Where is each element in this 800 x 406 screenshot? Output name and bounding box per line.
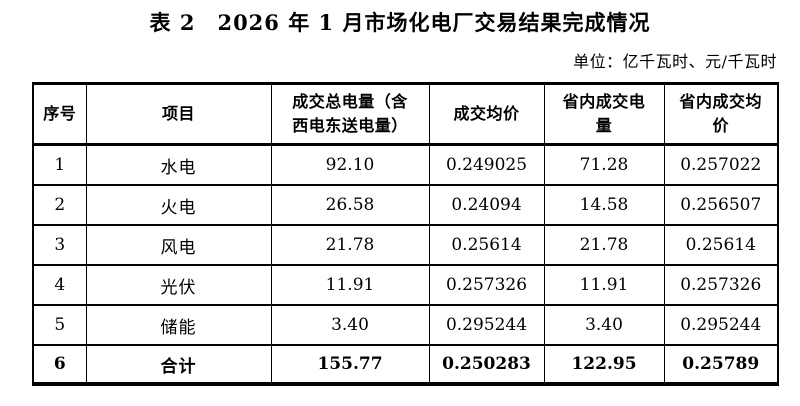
table-row: 5 储能 3.40 0.295244 3.40 0.295244 [32, 304, 779, 346]
cell-seq: 4 [32, 264, 87, 306]
cell-item: 光伏 [85, 264, 272, 306]
header-seq: 序号 [32, 82, 87, 146]
cell-item: 水电 [85, 143, 272, 186]
cell-seq: 6 [32, 344, 87, 385]
header-province-volume: 省内成交电 量 [543, 82, 665, 146]
table-row: 1 水电 92.10 0.249025 71.28 0.257022 [32, 143, 779, 186]
header-province-avg-price: 省内成交均 价 [663, 82, 779, 146]
table-row: 3 风电 21.78 0.25614 21.78 0.25614 [32, 224, 779, 266]
cell-avg-price: 0.250283 [428, 344, 545, 385]
cell-avg-price: 0.257326 [428, 264, 545, 306]
cell-avg-price: 0.25614 [428, 224, 545, 266]
cell-total-volume: 26.58 [270, 184, 430, 226]
header-avg-price: 成交均价 [428, 82, 545, 146]
cell-province-avg-price: 0.257022 [663, 143, 779, 186]
cell-avg-price: 0.249025 [428, 143, 545, 186]
cell-seq: 1 [32, 143, 87, 186]
results-table: 序号 项目 成交总电量（含 西电东送电量） 成交均价 省内成交电 量 省内成交均… [32, 82, 779, 386]
cell-total-volume: 21.78 [270, 224, 430, 266]
header-item: 项目 [85, 82, 272, 146]
cell-seq: 3 [32, 224, 87, 266]
table-row: 2 火电 26.58 0.24094 14.58 0.256507 [32, 184, 779, 226]
cell-item: 风电 [85, 224, 272, 266]
cell-seq: 2 [32, 184, 87, 226]
cell-avg-price: 0.24094 [428, 184, 545, 226]
unit-note: 单位：亿千瓦时、元/千瓦时 [573, 52, 777, 71]
table-row: 4 光伏 11.91 0.257326 11.91 0.257326 [32, 264, 779, 306]
cell-province-avg-price: 0.295244 [663, 304, 779, 346]
cell-province-volume: 3.40 [543, 304, 665, 346]
table-row-total: 6 合计 155.77 0.250283 122.95 0.25789 [32, 344, 779, 385]
cell-total-volume: 155.77 [270, 344, 430, 385]
cell-province-avg-price: 0.256507 [663, 184, 779, 226]
cell-avg-price: 0.295244 [428, 304, 545, 346]
cell-item: 合计 [85, 344, 272, 385]
cell-province-avg-price: 0.25614 [663, 224, 779, 266]
header-row: 序号 项目 成交总电量（含 西电东送电量） 成交均价 省内成交电 量 省内成交均… [32, 82, 779, 146]
cell-total-volume: 11.91 [270, 264, 430, 306]
cell-province-volume: 21.78 [543, 224, 665, 266]
cell-province-avg-price: 0.257326 [663, 264, 779, 306]
cell-province-volume: 11.91 [543, 264, 665, 306]
cell-total-volume: 3.40 [270, 304, 430, 346]
cell-seq: 5 [32, 304, 87, 346]
cell-province-volume: 14.58 [543, 184, 665, 226]
cell-province-volume: 122.95 [543, 344, 665, 385]
header-total-volume: 成交总电量（含 西电东送电量） [270, 82, 430, 146]
cell-province-volume: 71.28 [543, 143, 665, 186]
cell-province-avg-price: 0.25789 [663, 344, 779, 385]
cell-item: 储能 [85, 304, 272, 346]
cell-total-volume: 92.10 [270, 143, 430, 186]
cell-item: 火电 [85, 184, 272, 226]
table-title: 表 2 2026 年 1 月市场化电厂交易结果完成情况 [149, 10, 651, 35]
